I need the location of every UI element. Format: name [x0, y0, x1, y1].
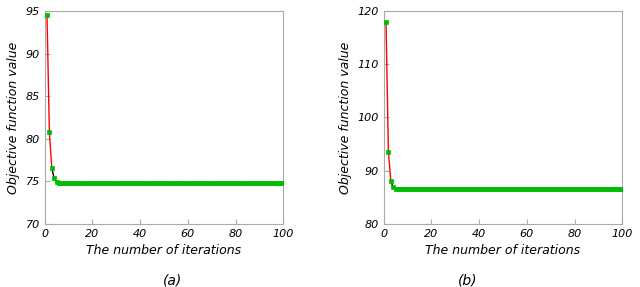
Y-axis label: Objective function value: Objective function value — [339, 41, 352, 194]
Text: (b): (b) — [458, 273, 477, 287]
Y-axis label: Objective function value: Objective function value — [7, 41, 20, 194]
Text: (a): (a) — [163, 273, 182, 287]
X-axis label: The number of iterations: The number of iterations — [86, 244, 241, 257]
X-axis label: The number of iterations: The number of iterations — [426, 244, 580, 257]
